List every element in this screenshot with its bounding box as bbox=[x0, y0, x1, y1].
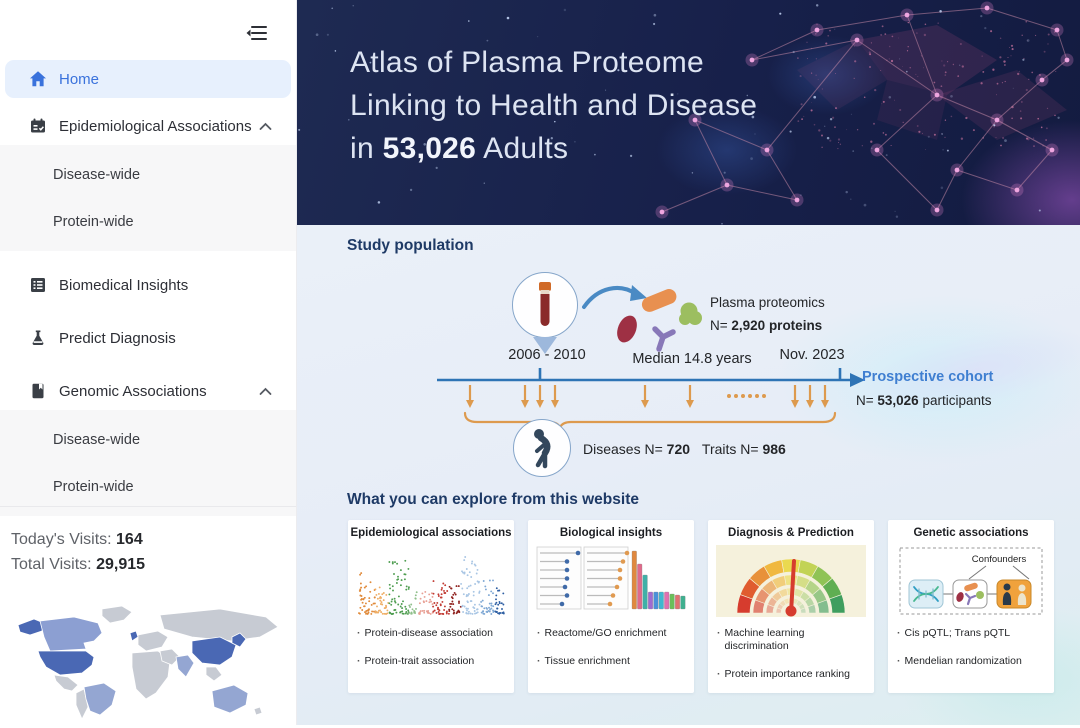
flask-icon bbox=[32, 330, 44, 345]
hunched-person-icon bbox=[534, 429, 551, 469]
card-diagnosis-prediction: Diagnosis & Prediction · Machine learning… bbox=[708, 520, 874, 693]
calendar-check-icon bbox=[31, 118, 45, 133]
card-bullet: · Protein-disease association bbox=[357, 627, 493, 639]
median-followup-label: Median 14.8 years bbox=[632, 351, 752, 367]
pointer-triangle bbox=[533, 337, 557, 354]
proteins-illustration bbox=[617, 289, 702, 352]
chevron-up-icon bbox=[259, 387, 272, 395]
title-line-2: Linking to Health and Disease bbox=[350, 89, 758, 122]
chevron-up-icon bbox=[259, 122, 272, 130]
sidebar-divider bbox=[0, 506, 296, 507]
baseline-period-label: 2006 - 2010 bbox=[508, 347, 586, 363]
card-biological-insights: Biological insights · Reactome/GO enrichm… bbox=[528, 520, 694, 693]
timeline-axis bbox=[437, 368, 865, 387]
blood-tube-icon bbox=[539, 282, 551, 326]
sidebar-subitem-disease-wide[interactable]: Disease-wide bbox=[53, 431, 141, 448]
sidebar-item-home[interactable]: Home bbox=[5, 60, 291, 98]
diseases-traits-count: Diseases N= 720 Traits N= 986 bbox=[583, 441, 786, 457]
event-arrows bbox=[466, 385, 829, 408]
sidebar-item-label: Home bbox=[59, 70, 100, 88]
sidebar-subitem-disease-wide[interactable]: Disease-wide bbox=[53, 166, 141, 183]
sidebar-item-predict-diagnosis[interactable]: Predict Diagnosis bbox=[0, 319, 296, 357]
sidebar: Home Epidemiological Associations Diseas… bbox=[0, 0, 297, 725]
card-title: Genetic associations bbox=[913, 527, 1029, 539]
card-epidemiological-associations: Epidemiological associations · Protein-di… bbox=[348, 520, 514, 693]
content-area: Study population bbox=[297, 225, 1080, 725]
title-line-1: Atlas of Plasma Proteome bbox=[350, 46, 705, 79]
explore-cards: Epidemiological associations · Protein-di… bbox=[348, 520, 1054, 693]
title-line-3: in 53,026 Adults bbox=[350, 132, 569, 165]
card-genetic-associations: Genetic associations Confounders bbox=[888, 520, 1054, 693]
card-bullet: · Mendelian randomization bbox=[897, 655, 1022, 668]
home-icon bbox=[30, 71, 46, 87]
manhattan-plot-thumbnail bbox=[356, 545, 506, 617]
card-bullet: · Cis pQTL; Trans pQTL bbox=[897, 627, 1011, 639]
sidebar-item-label: Predict Diagnosis bbox=[59, 329, 176, 347]
explore-heading: What you can explore from this website bbox=[347, 491, 639, 508]
sidebar-collapse-button[interactable] bbox=[246, 23, 268, 43]
card-bullet: · Tissue enrichment bbox=[537, 655, 630, 668]
grid-list-icon bbox=[31, 278, 45, 292]
total-visits: Total Visits: 29,915 bbox=[11, 556, 145, 574]
card-bullet: · Protein-trait association bbox=[357, 655, 475, 668]
todays-visits-value: 164 bbox=[116, 531, 143, 548]
card-title: Diagnosis & Prediction bbox=[728, 527, 854, 539]
curved-arrow-icon bbox=[582, 285, 647, 309]
sidebar-item-label: Biomedical Insights bbox=[59, 276, 189, 294]
brace-graphic bbox=[463, 411, 837, 429]
sidebar-nav: Home Epidemiological Associations Diseas… bbox=[0, 60, 296, 516]
blood-sample-badge bbox=[512, 272, 578, 338]
sidebar-subitem-protein-wide[interactable]: Protein-wide bbox=[53, 478, 134, 495]
todays-visits: Today's Visits: 164 bbox=[11, 531, 145, 549]
submenu-epidemiological: Disease-wide Protein-wide bbox=[0, 145, 296, 251]
total-visits-label: Total Visits: bbox=[11, 556, 92, 573]
card-bullet: · Reactome/GO enrichment bbox=[537, 627, 667, 639]
cohort-count: N= 53,026 participants bbox=[856, 393, 992, 408]
sidebar-item-label: Genomic Associations bbox=[59, 382, 207, 400]
page-title: Atlas of Plasma Proteome Linking to Heal… bbox=[350, 41, 757, 170]
visit-stats: Today's Visits: 164 Total Visits: 29,915 bbox=[11, 524, 145, 574]
card-bullet: · Machine learning discrimination bbox=[717, 627, 805, 653]
todays-visits-label: Today's Visits: bbox=[11, 531, 112, 548]
confounders-label: Confounders bbox=[972, 554, 1027, 565]
patient-badge bbox=[513, 419, 571, 477]
sidebar-item-biomedical-insights[interactable]: Biomedical Insights bbox=[0, 266, 296, 304]
card-bullet: · Protein importance ranking bbox=[717, 668, 850, 681]
mendelian-randomization-diagram: Confounders bbox=[896, 545, 1046, 617]
hero-banner: Atlas of Plasma Proteome Linking to Heal… bbox=[297, 0, 1080, 225]
bookmark-book-icon bbox=[32, 383, 44, 399]
card-title: Biological insights bbox=[559, 527, 663, 539]
plasma-proteomics-text: Plasma proteomics N= 2,920 proteins bbox=[710, 295, 825, 333]
submenu-genomic: Disease-wide Protein-wide bbox=[0, 410, 296, 516]
visitor-world-map bbox=[6, 601, 290, 723]
plasma-title: Plasma proteomics bbox=[710, 295, 825, 310]
network-graphic bbox=[298, 1, 1080, 225]
prospective-cohort-label: Prospective cohort bbox=[862, 369, 994, 385]
card-title: Epidemiological associations bbox=[350, 527, 512, 539]
end-date-label: Nov. 2023 bbox=[779, 347, 845, 363]
plasma-count: N= 2,920 proteins bbox=[710, 318, 823, 333]
sidebar-subitem-protein-wide[interactable]: Protein-wide bbox=[53, 213, 134, 230]
sidebar-item-label: Epidemiological Associations bbox=[59, 117, 252, 135]
main-area: Atlas of Plasma Proteome Linking to Heal… bbox=[297, 0, 1080, 725]
total-visits-value: 29,915 bbox=[96, 556, 146, 573]
menu-fold-icon bbox=[246, 26, 267, 40]
enrichment-plots-thumbnail bbox=[536, 545, 686, 617]
study-population-heading: Study population bbox=[347, 237, 474, 254]
sidebar-item-genomic-associations[interactable]: Genomic Associations bbox=[0, 372, 296, 410]
sidebar-item-epidemiological-associations[interactable]: Epidemiological Associations bbox=[0, 107, 296, 145]
gauge-thumbnail bbox=[716, 545, 866, 617]
